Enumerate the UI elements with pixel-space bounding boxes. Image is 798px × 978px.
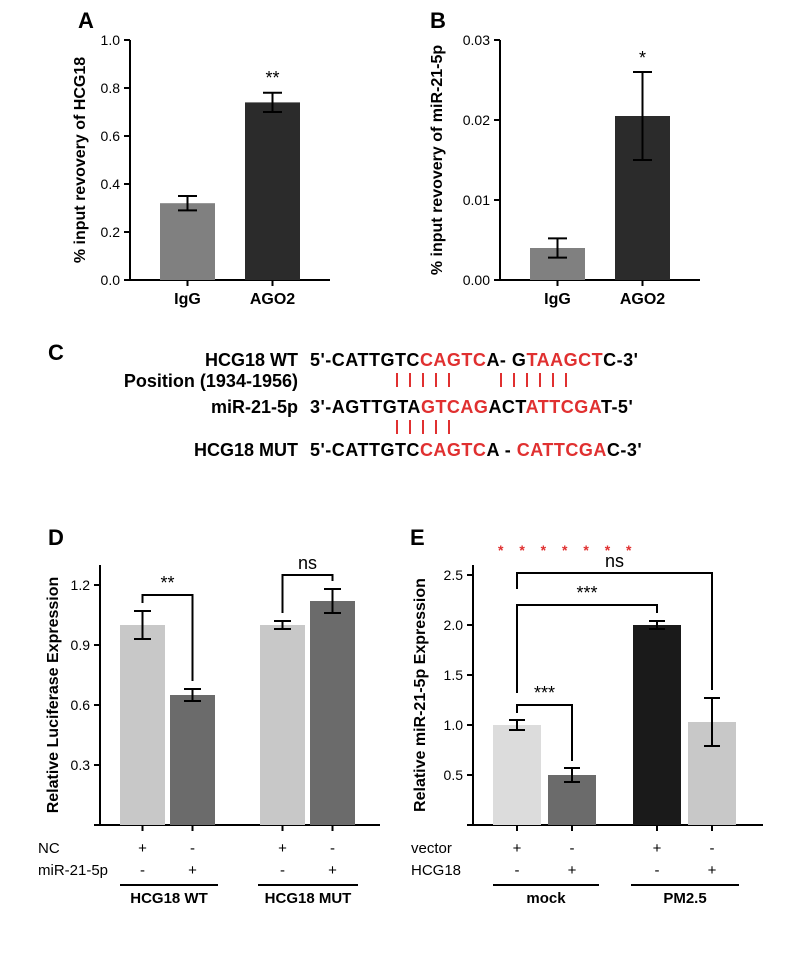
svg-text:-: - bbox=[330, 840, 335, 857]
panel-c-label: C bbox=[48, 340, 64, 366]
seq-position: Position (1934-1956) bbox=[124, 371, 298, 391]
svg-text:+: + bbox=[568, 862, 577, 879]
svg-text:1.0: 1.0 bbox=[444, 717, 464, 733]
svg-text:-: - bbox=[710, 840, 715, 857]
panel-e-group-pm25: PM2.5 bbox=[663, 890, 706, 907]
svg-text:+: + bbox=[513, 840, 522, 857]
panel-a-cat-ago2: AGO2 bbox=[250, 291, 295, 308]
svg-text:-: - bbox=[190, 840, 195, 857]
svg-text:0.0: 0.0 bbox=[101, 272, 121, 288]
panel-a-sig: ** bbox=[265, 68, 279, 88]
panel-d-bar-2 bbox=[170, 695, 215, 825]
svg-text:0.03: 0.03 bbox=[463, 32, 490, 48]
svg-text:+: + bbox=[653, 840, 662, 857]
panel-d-bar-3 bbox=[260, 625, 305, 825]
panel-b-chart: 0.00 0.01 0.02 0.03 % input revovery of … bbox=[415, 20, 735, 330]
panel-a-bar-igg bbox=[160, 203, 215, 280]
svg-text:+: + bbox=[708, 862, 717, 879]
seq-wt: 5'-CATTGTCCAGTCA- GTAAGCTC-3' bbox=[310, 350, 638, 371]
svg-text:0.5: 0.5 bbox=[444, 767, 464, 783]
seq-label-mut: HCG18 MUT bbox=[194, 440, 298, 460]
panel-b-yticks: 0.00 0.01 0.02 0.03 bbox=[463, 32, 500, 288]
seq-mut: 5'-CATTGTCCAGTCA - CATTCGAC-3' bbox=[310, 440, 642, 461]
svg-text:1.2: 1.2 bbox=[71, 577, 91, 593]
svg-text:0.6: 0.6 bbox=[71, 697, 91, 713]
seq-label-wt: HCG18 WT bbox=[205, 350, 298, 370]
panel-e-sig-2: *** bbox=[576, 583, 597, 603]
svg-text:+: + bbox=[328, 862, 337, 879]
svg-text:1.5: 1.5 bbox=[444, 667, 464, 683]
panel-b-cat-igg: IgG bbox=[544, 291, 571, 308]
panel-d-group-wt: HCG18 WT bbox=[130, 890, 208, 907]
panel-d-cond-mir: miR-21-5p bbox=[38, 862, 108, 879]
panel-d-bar-4 bbox=[310, 601, 355, 825]
svg-text:0.9: 0.9 bbox=[71, 637, 91, 653]
seq-label-mir: miR-21-5p bbox=[211, 397, 298, 417]
panel-d-group-mut: HCG18 MUT bbox=[265, 890, 352, 907]
svg-text:+: + bbox=[188, 862, 197, 879]
panel-e-sig-3: ns bbox=[605, 551, 624, 571]
svg-text:-: - bbox=[280, 862, 285, 879]
svg-text:1.0: 1.0 bbox=[101, 32, 121, 48]
svg-text:0.01: 0.01 bbox=[463, 192, 490, 208]
panel-d-bar-1 bbox=[120, 625, 165, 825]
svg-text:0.00: 0.00 bbox=[463, 272, 490, 288]
svg-text:2.0: 2.0 bbox=[444, 617, 464, 633]
panel-d-sig-2: ns bbox=[298, 553, 317, 573]
panel-e-cond-vector: vector bbox=[411, 840, 452, 857]
svg-text:0.6: 0.6 bbox=[101, 128, 121, 144]
seq-mir: 3'-AGTTGTAGTCAGACTATTCGAT-5' bbox=[310, 397, 633, 418]
svg-text:-: - bbox=[655, 862, 660, 879]
panel-d-sig-1: ** bbox=[160, 573, 174, 593]
panel-c-sequences: HCG18 WT 5'-CATTGTCCAGTCA- GTAAGCTC-3' P… bbox=[90, 350, 770, 461]
panel-e-cond-hcg18: HCG18 bbox=[411, 862, 461, 879]
panel-d-cond-nc: NC bbox=[38, 840, 60, 857]
panel-a-chart: 0.0 0.2 0.4 0.6 0.8 1.0 % input revovery… bbox=[60, 20, 360, 330]
panel-a-bar-ago2 bbox=[245, 102, 300, 280]
panel-b-yaxis-title: % input revovery of miR-21-5p bbox=[429, 45, 446, 276]
svg-text:0.2: 0.2 bbox=[101, 224, 121, 240]
panel-e-yaxis-title: Relative miR-21-5p Expression bbox=[412, 578, 429, 812]
svg-text:+: + bbox=[278, 840, 287, 857]
panel-a-yaxis-title: % input revovery of HCG18 bbox=[72, 57, 89, 263]
svg-text:0.8: 0.8 bbox=[101, 80, 121, 96]
panel-e-bar-1 bbox=[493, 725, 541, 825]
panel-e-sig-1: *** bbox=[534, 683, 555, 703]
panel-d-chart: 0.3 0.6 0.9 1.2 Relative Luciferase Expr… bbox=[30, 535, 400, 970]
panel-a-yticks: 0.0 0.2 0.4 0.6 0.8 1.0 bbox=[101, 32, 130, 288]
panel-e-group-mock: mock bbox=[526, 890, 566, 907]
panel-e-chart: 0.5 1.0 1.5 2.0 2.5 Relative miR-21-5p E… bbox=[395, 535, 790, 970]
panel-b-sig: * bbox=[639, 48, 646, 68]
svg-text:0.3: 0.3 bbox=[71, 757, 91, 773]
panel-b-cat-ago2: AGO2 bbox=[620, 291, 665, 308]
svg-text:0.02: 0.02 bbox=[463, 112, 490, 128]
svg-text:0.4: 0.4 bbox=[101, 176, 121, 192]
svg-text:-: - bbox=[140, 862, 145, 879]
panel-d-yaxis-title: Relative Luciferase Expression bbox=[45, 577, 62, 814]
svg-text:-: - bbox=[570, 840, 575, 857]
panel-a-cat-igg: IgG bbox=[174, 291, 201, 308]
panel-e-bar-3 bbox=[633, 625, 681, 825]
svg-text:-: - bbox=[515, 862, 520, 879]
svg-text:2.5: 2.5 bbox=[444, 567, 464, 583]
svg-text:+: + bbox=[138, 840, 147, 857]
